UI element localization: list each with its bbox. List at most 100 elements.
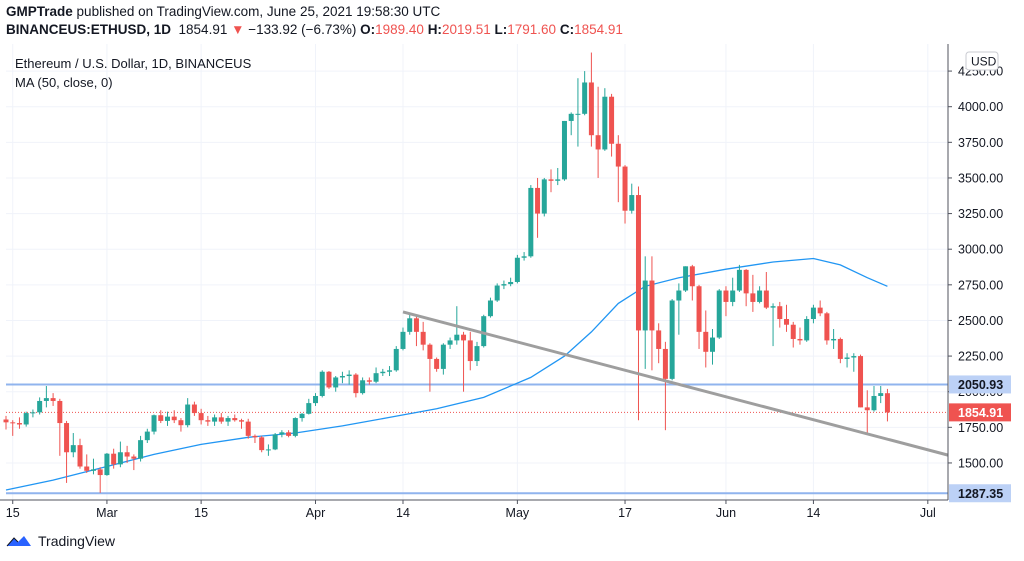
- candle-body: [501, 284, 507, 286]
- candle: [656, 323, 662, 364]
- candle-body: [279, 432, 285, 435]
- candle-body: [387, 370, 393, 372]
- candle: [292, 417, 298, 438]
- candle-body: [595, 135, 601, 150]
- candle-body: [831, 338, 837, 341]
- candle: [703, 310, 709, 368]
- candle: [151, 414, 157, 435]
- candle-body: [380, 371, 386, 374]
- candle-body: [339, 376, 345, 378]
- time-tick-label: 14: [396, 506, 410, 520]
- open-value: 1989.40: [375, 22, 424, 37]
- candle: [43, 386, 49, 408]
- candle: [393, 346, 399, 372]
- candle: [326, 371, 332, 389]
- candle: [878, 386, 884, 404]
- candle: [461, 331, 467, 392]
- candle: [333, 376, 339, 392]
- candle: [279, 430, 285, 438]
- candle: [521, 252, 527, 261]
- candle: [582, 71, 588, 116]
- candle-body: [467, 340, 473, 362]
- candle-body: [716, 290, 722, 338]
- candle: [831, 329, 837, 349]
- candle-body: [541, 179, 547, 214]
- candle: [750, 274, 756, 312]
- candle: [669, 299, 675, 381]
- publisher-name[interactable]: GMPTrade: [6, 4, 73, 19]
- chart-title: Ethereum / U.S. Dollar, 1D, BINANCEUS: [15, 56, 252, 71]
- candle-body: [824, 313, 830, 341]
- candle: [777, 301, 783, 328]
- candle: [817, 300, 823, 317]
- candle-body: [763, 290, 769, 308]
- candle-body: [185, 404, 191, 426]
- candle-body: [461, 334, 467, 341]
- candle: [474, 341, 480, 367]
- candle: [232, 414, 238, 422]
- candle: [696, 284, 702, 349]
- candle: [548, 169, 554, 193]
- price-tick-label: 1500.00: [958, 456, 1003, 470]
- price-tick-label: 4000.00: [958, 100, 1003, 114]
- candle: [440, 343, 446, 375]
- candle-body: [64, 423, 70, 453]
- candle-body: [232, 418, 238, 421]
- candle: [858, 354, 864, 408]
- candle-body: [615, 143, 621, 167]
- symbol-label: BINANCEUS:ETHUSD, 1D: [6, 22, 172, 37]
- candle: [790, 321, 796, 348]
- candle-body: [703, 331, 709, 352]
- candle-body: [299, 413, 305, 419]
- candle-body: [272, 434, 278, 450]
- candle: [97, 467, 103, 493]
- change-value: −133.92 (−6.73%): [248, 22, 357, 37]
- candle: [784, 304, 790, 332]
- candle: [514, 254, 520, 284]
- publish-info: GMPTrade published on TradingView.com, J…: [6, 4, 440, 19]
- candle-body: [131, 456, 137, 459]
- candle-body: [434, 358, 440, 369]
- currency-button[interactable]: [965, 51, 999, 71]
- candle: [635, 186, 641, 421]
- candle: [575, 78, 581, 147]
- candle-body: [528, 187, 534, 257]
- candle-body: [810, 307, 816, 320]
- candle: [50, 393, 56, 406]
- indicator-label[interactable]: MA (50, close, 0): [15, 75, 113, 90]
- candle-body: [689, 266, 695, 287]
- candle-body: [750, 293, 756, 302]
- price-tick-label: 2250.00: [958, 350, 1003, 364]
- tradingview-logo[interactable]: TradingView: [6, 533, 115, 549]
- candle: [198, 408, 204, 425]
- candle: [710, 329, 715, 365]
- candle-body: [30, 412, 36, 414]
- candle-body: [784, 319, 790, 325]
- candle-body: [609, 96, 615, 144]
- candle: [588, 52, 594, 147]
- candle-body: [164, 416, 170, 421]
- candle-body: [487, 300, 493, 317]
- candle: [138, 435, 144, 462]
- candle: [420, 321, 426, 351]
- candle-body: [582, 82, 588, 114]
- change-arrow-icon: ▼: [231, 22, 245, 37]
- candle: [57, 398, 63, 456]
- candle-body: [508, 281, 514, 285]
- candle: [568, 112, 574, 136]
- candle: [447, 337, 453, 349]
- candle: [117, 441, 123, 468]
- candle-body: [37, 400, 43, 413]
- low-label: L:: [494, 22, 508, 37]
- candle-body: [629, 195, 635, 211]
- price-chart[interactable]: 1500.001750.002000.002250.002500.002750.…: [0, 44, 1024, 526]
- tradingview-logo-icon: [6, 536, 31, 547]
- candle-body: [124, 452, 130, 457]
- candle: [286, 430, 292, 438]
- tradingview-wordmark: TradingView: [38, 533, 116, 549]
- candle: [387, 366, 393, 377]
- candle-body: [413, 318, 419, 332]
- candle: [595, 86, 601, 178]
- candle: [164, 411, 170, 426]
- candle: [413, 314, 419, 347]
